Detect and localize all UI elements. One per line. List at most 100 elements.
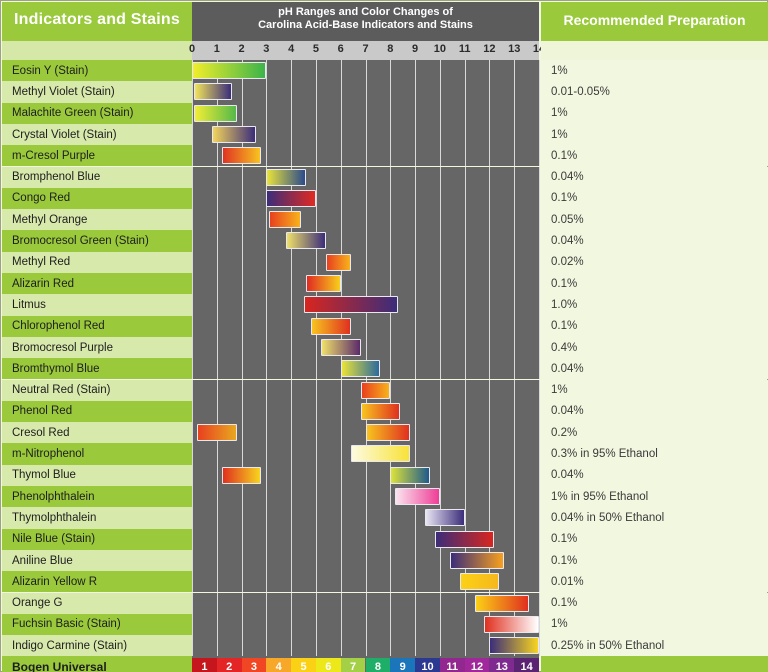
gridline <box>192 166 193 188</box>
gridline <box>514 251 516 273</box>
ph-range-bar <box>194 104 237 122</box>
gridline <box>192 102 193 124</box>
gridline <box>365 464 367 486</box>
indicator-name: Methyl Orange <box>2 209 192 231</box>
gridline <box>514 549 516 572</box>
gridline <box>464 81 466 103</box>
gridline <box>216 145 218 167</box>
gridline <box>514 273 516 295</box>
gridline <box>464 145 466 167</box>
gridline <box>315 379 317 401</box>
ph-range-cell <box>192 635 540 657</box>
gridline <box>365 528 367 550</box>
gridline <box>216 528 218 550</box>
gridline <box>315 60 317 82</box>
ph-range-bar <box>194 83 232 101</box>
gridline <box>291 613 293 636</box>
indicator-name: Litmus <box>2 294 192 316</box>
ph-range-bar <box>360 381 391 399</box>
gridline <box>192 336 193 359</box>
gridline <box>514 422 516 444</box>
indicator-name: Methyl Red <box>2 251 192 273</box>
bogen-swatch-14: 14 <box>514 658 539 672</box>
gridline <box>291 507 293 529</box>
gridline <box>539 294 540 316</box>
gridline <box>365 187 367 210</box>
gridline <box>390 251 392 273</box>
gridline <box>365 486 367 508</box>
gridline <box>315 613 317 636</box>
gridline <box>464 443 466 465</box>
bogen-universal-label: Bogen Universal <box>2 656 192 672</box>
gridline <box>415 336 417 359</box>
ph-range-bar <box>286 232 326 250</box>
bogen-swatch-10: 10 <box>415 658 440 672</box>
gridline <box>489 422 491 444</box>
gridline <box>291 400 293 423</box>
gridline <box>192 145 193 167</box>
gridline <box>539 358 540 380</box>
gridline <box>514 60 516 82</box>
gridline <box>464 464 466 486</box>
ph-range-cell <box>192 336 540 359</box>
gridline <box>415 549 417 572</box>
gridline <box>365 273 367 295</box>
ph-range-cell <box>192 145 540 167</box>
ph-range-cell <box>192 358 540 380</box>
ph-range-cell <box>192 209 540 231</box>
ph-range-cell <box>192 571 540 593</box>
gridline <box>192 613 193 636</box>
indicator-name: Bromphenol Blue <box>2 166 192 188</box>
gridline <box>216 209 218 231</box>
gridline <box>340 486 342 508</box>
gridline <box>340 145 342 167</box>
gridline <box>415 528 417 550</box>
bogen-universal-scale: 1 2 3 4 5 6 7 8 9 10 11 12 13 14 <box>192 656 539 672</box>
gridline <box>315 166 317 188</box>
gridline <box>464 273 466 295</box>
gridline <box>266 571 268 593</box>
header-preparation-title: Recommended Preparation <box>563 12 746 28</box>
indicator-name: m-Nitrophenol <box>2 443 192 465</box>
gridline <box>390 166 392 188</box>
recommended-preparation: 0.04% in 50% Ethanol <box>541 507 768 529</box>
gridline <box>340 123 342 146</box>
gridline <box>216 273 218 295</box>
gridline <box>216 230 218 252</box>
gridline <box>514 102 516 124</box>
ph-range-bar <box>360 402 401 420</box>
bogen-swatch-2: 2 <box>216 658 242 672</box>
gridline <box>192 549 193 572</box>
gridline <box>192 315 193 337</box>
gridline <box>192 486 193 508</box>
ph-range-bar <box>320 338 361 356</box>
table-row: Bromocresol Green (Stain) 0.04% <box>2 230 768 252</box>
gridline <box>216 443 218 465</box>
gridline <box>514 209 516 231</box>
gridline <box>192 400 193 423</box>
gridline <box>315 464 317 486</box>
header-indicators-panel: Indicators and Stains <box>2 2 192 50</box>
indicator-name: Phenol Red <box>2 400 192 423</box>
gridline <box>291 422 293 444</box>
ph-range-cell <box>192 379 540 401</box>
gridline <box>291 315 293 337</box>
gridline <box>464 166 466 188</box>
gridline <box>464 209 466 231</box>
gridline <box>539 209 540 231</box>
recommended-preparation: 1% <box>541 379 768 401</box>
gridline <box>365 230 367 252</box>
ph-range-cell <box>192 123 540 146</box>
gridline <box>216 358 218 380</box>
ph-range-bar <box>434 530 495 548</box>
chart-body: Eosin Y (Stain) 1% Methyl Violet (Stain) 0.… <box>1 60 768 672</box>
gridline <box>266 230 268 252</box>
gridline <box>315 251 317 273</box>
gridline <box>365 251 367 273</box>
gridline <box>340 613 342 636</box>
gridline <box>489 315 491 337</box>
gridline <box>439 294 441 316</box>
gridline <box>241 102 243 124</box>
ph-range-cell <box>192 613 540 636</box>
gridline <box>390 187 392 210</box>
